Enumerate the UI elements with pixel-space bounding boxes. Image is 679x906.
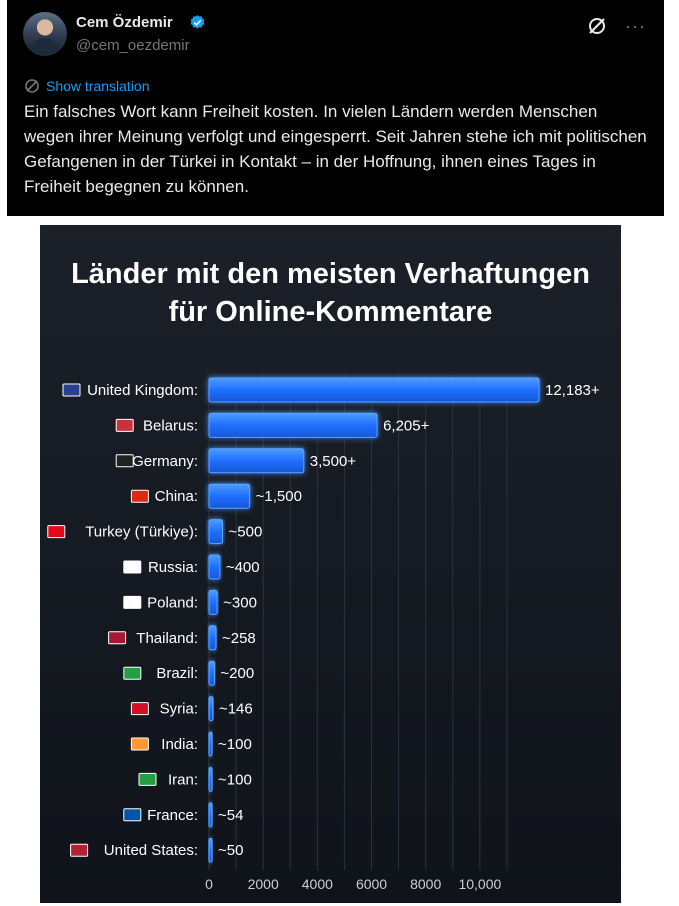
chart-title-line-2: für Online-Kommentare [168,296,493,328]
bar-chart: 0 2000 4000 6000 8000 10,000 United Kingdom: 12… [47,375,600,892]
value-label: ~54 [218,807,243,824]
value-label: ~258 [222,630,256,647]
bar [208,625,217,651]
value-label: ~500 [229,524,263,541]
value-label: ~200 [220,665,254,682]
value-label: ~300 [223,594,257,611]
x-tick-label: 0 [205,876,213,892]
author-handle[interactable]: @cem_oezdemir [76,37,190,54]
value-label: ~1,500 [256,488,302,505]
show-translation-link[interactable]: Show translation [46,78,150,94]
bar [208,696,214,722]
value-label: ~100 [218,771,252,788]
x-tick-label: 6000 [356,876,387,892]
flag-china-icon [130,489,149,503]
flag-russia-icon [123,560,142,574]
category-label: Brazil: [156,665,198,682]
category-label: Germany: [132,453,198,470]
category-label: France: [147,807,198,824]
bar [208,554,221,580]
flag-germany-icon [115,454,134,468]
grok-icon[interactable] [587,16,607,36]
category-label: Thailand: [136,630,198,647]
category-label: Syria: [160,701,198,718]
value-label: 6,205+ [383,417,430,434]
x-tick-label: 2000 [248,876,279,892]
category-label: India: [161,736,198,753]
bar [208,837,213,863]
bar [208,483,251,509]
flag-thailand-icon [108,631,127,645]
category-label: Poland: [147,594,198,611]
bar [208,589,218,615]
flag-brazil-icon [123,666,142,680]
chart-title-line-1: Länder mit den meisten Verhaftungen [71,258,590,290]
x-tick-label: 10,000 [458,876,501,892]
value-label: ~100 [218,736,252,753]
flag-belarus-icon [115,418,134,432]
flag-syria-icon [130,702,149,716]
value-label: ~50 [218,842,243,859]
author-name[interactable]: Cem Özdemir [76,14,173,31]
value-label: 12,183+ [545,382,600,399]
x-tick-label: 4000 [302,876,333,892]
flag-iran-icon [138,772,157,786]
value-label: ~146 [219,701,253,718]
value-label: ~400 [226,559,260,576]
avatar[interactable] [23,12,67,56]
value-label: 3,500+ [310,453,357,470]
translate-icon [25,79,39,93]
bar [208,448,305,474]
more-icon[interactable]: ··· [625,16,646,36]
flag-turkey-icon [47,525,66,539]
flag-usa-icon [70,843,89,857]
category-label: Russia: [148,559,198,576]
tweet: Cem Özdemir @cem_oezdemir ··· Show trans… [7,0,664,216]
tweet-text: Ein falsches Wort kann Freiheit kosten. … [24,102,647,196]
verified-badge-icon [190,15,205,29]
bar [208,519,224,545]
flag-poland-icon [123,595,142,609]
bar [208,731,213,757]
bar [208,412,378,438]
category-label: United Kingdom: [87,382,198,399]
category-label: China: [155,488,198,505]
flag-uk-icon [62,383,81,397]
category-label: Iran: [168,771,198,788]
bar [208,377,540,403]
flag-india-icon [130,737,149,751]
category-label: Belarus: [143,417,198,434]
x-tick-label: 8000 [410,876,441,892]
bar [208,660,215,686]
bar [208,802,213,828]
bar [208,766,213,792]
category-label: United States: [104,842,198,859]
category-label: Turkey (Türkiye): [85,524,198,541]
chart-image: Länder mit den meisten Verhaftungen für … [40,225,621,903]
flag-france-icon [123,808,142,822]
chart-title: Länder mit den meisten Verhaftungen für … [40,255,621,331]
